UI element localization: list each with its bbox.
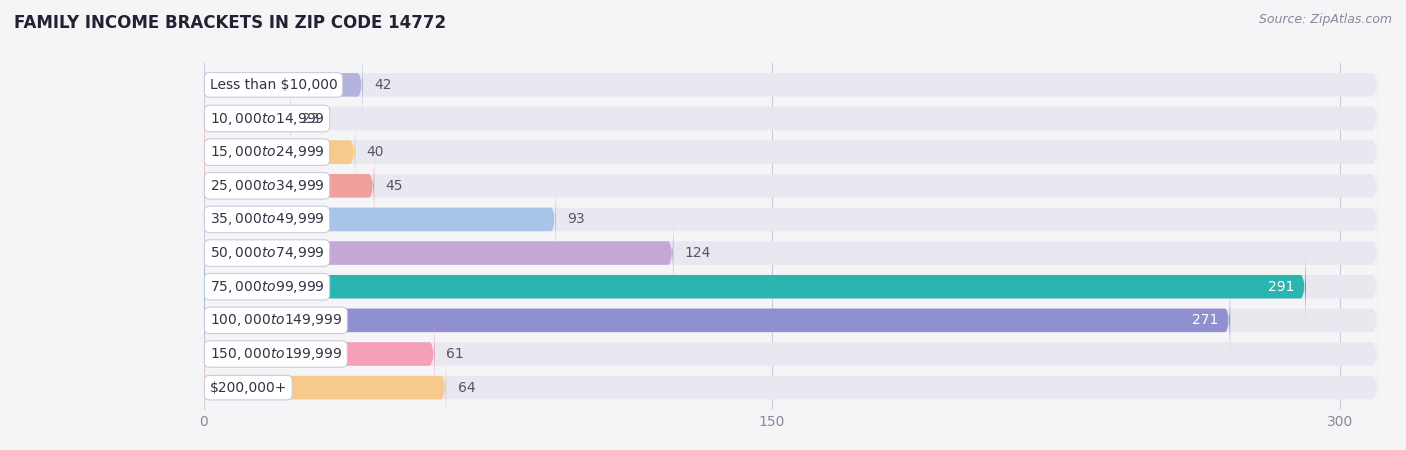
Text: 271: 271 — [1192, 313, 1219, 327]
FancyBboxPatch shape — [204, 82, 291, 155]
FancyBboxPatch shape — [204, 82, 1378, 155]
FancyBboxPatch shape — [204, 217, 1378, 289]
FancyBboxPatch shape — [204, 251, 1378, 323]
Text: $200,000+: $200,000+ — [209, 381, 287, 395]
FancyBboxPatch shape — [204, 150, 374, 222]
FancyBboxPatch shape — [204, 217, 673, 289]
Text: $25,000 to $34,999: $25,000 to $34,999 — [209, 178, 325, 194]
FancyBboxPatch shape — [204, 49, 1378, 121]
Text: $10,000 to $14,999: $10,000 to $14,999 — [209, 111, 325, 126]
FancyBboxPatch shape — [204, 284, 1378, 356]
Text: $100,000 to $149,999: $100,000 to $149,999 — [209, 312, 342, 328]
Text: $50,000 to $74,999: $50,000 to $74,999 — [209, 245, 325, 261]
FancyBboxPatch shape — [204, 318, 434, 390]
Text: 61: 61 — [446, 347, 464, 361]
Text: $35,000 to $49,999: $35,000 to $49,999 — [209, 212, 325, 227]
FancyBboxPatch shape — [204, 351, 446, 424]
Text: 124: 124 — [685, 246, 711, 260]
FancyBboxPatch shape — [204, 318, 1378, 390]
FancyBboxPatch shape — [204, 183, 1378, 256]
Text: $150,000 to $199,999: $150,000 to $199,999 — [209, 346, 342, 362]
FancyBboxPatch shape — [204, 284, 1230, 356]
Text: $75,000 to $99,999: $75,000 to $99,999 — [209, 279, 325, 295]
Text: 42: 42 — [374, 78, 392, 92]
Text: 45: 45 — [385, 179, 404, 193]
Text: FAMILY INCOME BRACKETS IN ZIP CODE 14772: FAMILY INCOME BRACKETS IN ZIP CODE 14772 — [14, 14, 446, 32]
Text: 23: 23 — [302, 112, 319, 126]
Text: Less than $10,000: Less than $10,000 — [209, 78, 337, 92]
FancyBboxPatch shape — [204, 150, 1378, 222]
Text: 291: 291 — [1268, 280, 1295, 294]
FancyBboxPatch shape — [204, 116, 1378, 188]
Text: 93: 93 — [568, 212, 585, 226]
Text: 64: 64 — [457, 381, 475, 395]
Text: $15,000 to $24,999: $15,000 to $24,999 — [209, 144, 325, 160]
Text: 40: 40 — [367, 145, 384, 159]
FancyBboxPatch shape — [204, 183, 557, 256]
FancyBboxPatch shape — [204, 49, 363, 121]
FancyBboxPatch shape — [204, 116, 356, 188]
FancyBboxPatch shape — [204, 251, 1306, 323]
FancyBboxPatch shape — [204, 351, 1378, 424]
Text: Source: ZipAtlas.com: Source: ZipAtlas.com — [1258, 14, 1392, 27]
